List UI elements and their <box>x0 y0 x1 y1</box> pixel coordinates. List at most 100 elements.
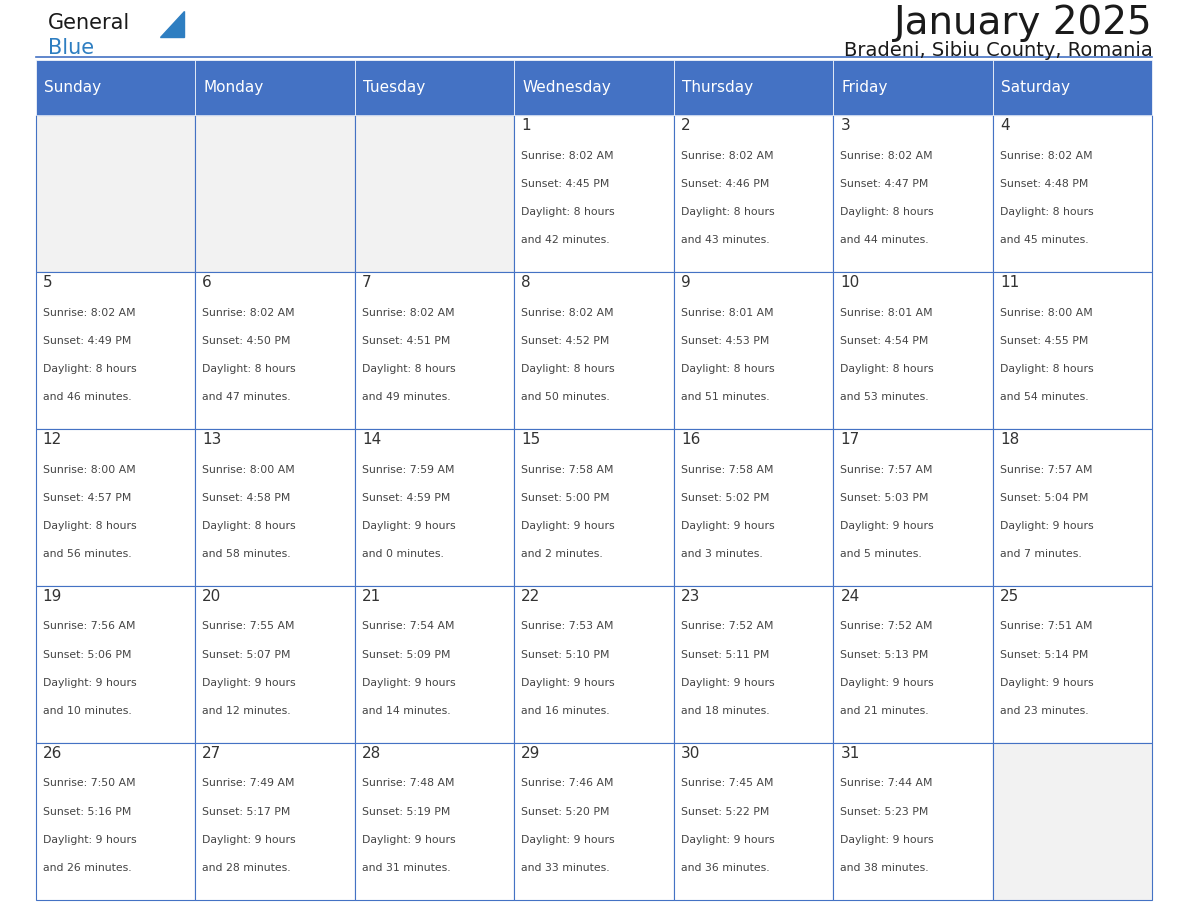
Text: Sunrise: 7:45 AM: Sunrise: 7:45 AM <box>681 778 773 789</box>
Text: Sunrise: 7:55 AM: Sunrise: 7:55 AM <box>202 621 295 632</box>
Text: Daylight: 8 hours: Daylight: 8 hours <box>681 364 775 374</box>
Text: Daylight: 9 hours: Daylight: 9 hours <box>43 678 137 688</box>
Text: and 5 minutes.: and 5 minutes. <box>840 549 922 559</box>
Text: 13: 13 <box>202 432 222 447</box>
Bar <box>195 272 355 429</box>
Text: Sunrise: 8:02 AM: Sunrise: 8:02 AM <box>1000 151 1093 161</box>
Text: Sunset: 4:51 PM: Sunset: 4:51 PM <box>362 336 450 346</box>
Text: 12: 12 <box>43 432 62 447</box>
Text: and 44 minutes.: and 44 minutes. <box>840 235 929 245</box>
Bar <box>36 272 195 429</box>
Text: and 56 minutes.: and 56 minutes. <box>43 549 132 559</box>
Bar <box>833 115 993 272</box>
Text: Sunrise: 8:02 AM: Sunrise: 8:02 AM <box>43 308 135 318</box>
Text: Sunset: 5:07 PM: Sunset: 5:07 PM <box>202 650 291 660</box>
Text: Daylight: 8 hours: Daylight: 8 hours <box>1000 364 1094 374</box>
Text: Daylight: 9 hours: Daylight: 9 hours <box>522 678 615 688</box>
Text: Sunrise: 7:51 AM: Sunrise: 7:51 AM <box>1000 621 1093 632</box>
Bar <box>36 429 195 586</box>
Bar <box>195 429 355 586</box>
Text: Sunrise: 8:02 AM: Sunrise: 8:02 AM <box>362 308 455 318</box>
Text: Sunset: 4:45 PM: Sunset: 4:45 PM <box>522 179 609 189</box>
Text: Sunset: 4:55 PM: Sunset: 4:55 PM <box>1000 336 1088 346</box>
Bar <box>674 272 833 429</box>
Text: 22: 22 <box>522 589 541 604</box>
Text: Daylight: 9 hours: Daylight: 9 hours <box>681 521 775 531</box>
Text: Sunrise: 7:52 AM: Sunrise: 7:52 AM <box>681 621 773 632</box>
Text: Daylight: 8 hours: Daylight: 8 hours <box>840 207 934 217</box>
Text: Sunrise: 8:02 AM: Sunrise: 8:02 AM <box>202 308 295 318</box>
Text: 7: 7 <box>362 275 372 290</box>
Text: Sunset: 5:04 PM: Sunset: 5:04 PM <box>1000 493 1088 503</box>
Bar <box>514 115 674 272</box>
Bar <box>355 60 514 115</box>
Text: and 12 minutes.: and 12 minutes. <box>202 706 291 716</box>
Text: 5: 5 <box>43 275 52 290</box>
Text: 17: 17 <box>840 432 860 447</box>
Text: and 31 minutes.: and 31 minutes. <box>362 863 450 873</box>
Text: January 2025: January 2025 <box>893 4 1152 42</box>
Text: Daylight: 9 hours: Daylight: 9 hours <box>1000 521 1094 531</box>
Text: 10: 10 <box>840 275 860 290</box>
Text: Daylight: 9 hours: Daylight: 9 hours <box>840 678 934 688</box>
Text: and 21 minutes.: and 21 minutes. <box>840 706 929 716</box>
Bar <box>674 743 833 900</box>
Text: and 10 minutes.: and 10 minutes. <box>43 706 132 716</box>
Text: and 28 minutes.: and 28 minutes. <box>202 863 291 873</box>
Text: Sunrise: 7:49 AM: Sunrise: 7:49 AM <box>202 778 295 789</box>
Text: and 14 minutes.: and 14 minutes. <box>362 706 450 716</box>
Text: Sunset: 5:23 PM: Sunset: 5:23 PM <box>840 807 929 817</box>
Text: Sunset: 5:10 PM: Sunset: 5:10 PM <box>522 650 609 660</box>
Text: and 7 minutes.: and 7 minutes. <box>1000 549 1082 559</box>
Text: Sunset: 5:11 PM: Sunset: 5:11 PM <box>681 650 770 660</box>
Text: Sunset: 5:16 PM: Sunset: 5:16 PM <box>43 807 131 817</box>
Text: Sunset: 4:57 PM: Sunset: 4:57 PM <box>43 493 131 503</box>
Text: Sunset: 4:52 PM: Sunset: 4:52 PM <box>522 336 609 346</box>
Text: Blue: Blue <box>48 38 94 58</box>
Bar <box>36 60 195 115</box>
Text: 23: 23 <box>681 589 700 604</box>
Text: 1: 1 <box>522 118 531 133</box>
Bar <box>355 272 514 429</box>
Bar <box>993 743 1152 900</box>
Text: Sunrise: 8:01 AM: Sunrise: 8:01 AM <box>840 308 933 318</box>
Text: Sunrise: 8:02 AM: Sunrise: 8:02 AM <box>840 151 933 161</box>
Bar <box>514 272 674 429</box>
Text: and 26 minutes.: and 26 minutes. <box>43 863 132 873</box>
Bar <box>514 586 674 743</box>
Text: and 51 minutes.: and 51 minutes. <box>681 392 770 402</box>
Bar <box>833 272 993 429</box>
Text: and 46 minutes.: and 46 minutes. <box>43 392 132 402</box>
Bar <box>355 429 514 586</box>
Bar <box>833 60 993 115</box>
Text: Daylight: 8 hours: Daylight: 8 hours <box>43 521 137 531</box>
Text: Sunrise: 7:46 AM: Sunrise: 7:46 AM <box>522 778 614 789</box>
Bar <box>355 586 514 743</box>
Bar <box>993 429 1152 586</box>
Text: Sunset: 4:59 PM: Sunset: 4:59 PM <box>362 493 450 503</box>
Text: 14: 14 <box>362 432 381 447</box>
Text: Sunset: 5:00 PM: Sunset: 5:00 PM <box>522 493 609 503</box>
Text: and 2 minutes.: and 2 minutes. <box>522 549 604 559</box>
Text: Daylight: 9 hours: Daylight: 9 hours <box>522 521 615 531</box>
Text: 29: 29 <box>522 746 541 761</box>
Text: Daylight: 8 hours: Daylight: 8 hours <box>362 364 455 374</box>
Text: Sunrise: 7:59 AM: Sunrise: 7:59 AM <box>362 465 454 475</box>
Text: Daylight: 9 hours: Daylight: 9 hours <box>840 835 934 845</box>
Text: Sunrise: 8:02 AM: Sunrise: 8:02 AM <box>522 308 614 318</box>
Text: Daylight: 8 hours: Daylight: 8 hours <box>522 207 615 217</box>
Text: Sunrise: 7:56 AM: Sunrise: 7:56 AM <box>43 621 135 632</box>
Text: Daylight: 9 hours: Daylight: 9 hours <box>681 835 775 845</box>
Text: Sunrise: 7:58 AM: Sunrise: 7:58 AM <box>681 465 773 475</box>
Text: Monday: Monday <box>203 80 264 95</box>
Text: Sunset: 4:58 PM: Sunset: 4:58 PM <box>202 493 291 503</box>
Bar <box>674 115 833 272</box>
Text: Sunrise: 8:00 AM: Sunrise: 8:00 AM <box>1000 308 1093 318</box>
Text: Daylight: 8 hours: Daylight: 8 hours <box>202 521 296 531</box>
Text: 9: 9 <box>681 275 690 290</box>
Text: Sunrise: 7:44 AM: Sunrise: 7:44 AM <box>840 778 933 789</box>
Bar <box>514 743 674 900</box>
Bar <box>993 60 1152 115</box>
Text: and 47 minutes.: and 47 minutes. <box>202 392 291 402</box>
Bar <box>36 743 195 900</box>
